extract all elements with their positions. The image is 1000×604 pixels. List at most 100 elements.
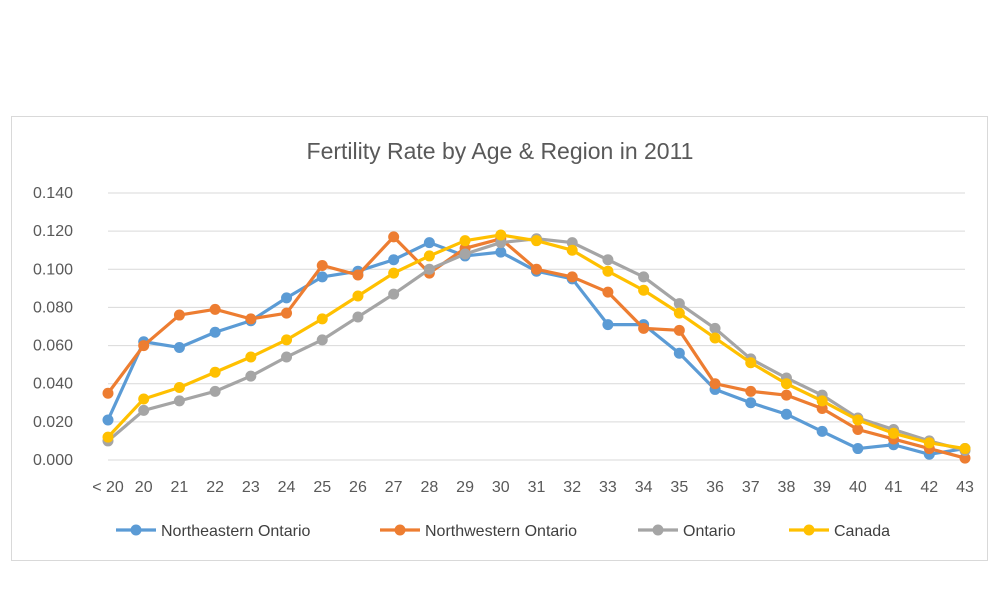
x-tick-label: 36 xyxy=(706,479,724,496)
data-point xyxy=(102,414,114,426)
x-tick-label: 27 xyxy=(385,479,403,496)
legend-entry[interactable]: Northwestern Ontario xyxy=(380,523,577,540)
x-tick-label: 43 xyxy=(956,479,974,496)
x-tick-label: 41 xyxy=(885,479,903,496)
data-point xyxy=(281,292,293,304)
legend-swatch-marker xyxy=(130,524,142,536)
data-point xyxy=(245,370,257,382)
data-point xyxy=(316,334,328,346)
data-point xyxy=(209,326,221,338)
data-point xyxy=(816,395,828,407)
x-tick-label: 42 xyxy=(920,479,938,496)
data-point xyxy=(852,443,864,455)
y-tick-label: 0.000 xyxy=(33,452,73,469)
data-point xyxy=(245,313,257,325)
data-point xyxy=(673,307,685,319)
data-point xyxy=(852,423,864,435)
data-point xyxy=(209,385,221,397)
legend-swatch-marker xyxy=(803,524,815,536)
data-point xyxy=(959,443,971,455)
data-point xyxy=(281,307,293,319)
data-point xyxy=(602,265,614,277)
data-point xyxy=(388,231,400,243)
data-point xyxy=(638,284,650,296)
data-point xyxy=(495,229,507,241)
x-tick-label: 20 xyxy=(135,479,153,496)
data-point xyxy=(352,311,364,323)
data-point xyxy=(138,340,150,352)
legend-label: Ontario xyxy=(683,523,736,540)
data-point xyxy=(209,303,221,315)
legend-entry[interactable]: Ontario xyxy=(638,523,736,540)
data-point xyxy=(888,427,900,439)
chart-title: Fertility Rate by Age & Region in 2011 xyxy=(307,138,694,164)
data-point xyxy=(673,347,685,359)
x-tick-label: 39 xyxy=(813,479,831,496)
data-point xyxy=(138,393,150,405)
data-point xyxy=(673,298,685,310)
x-tick-label: 25 xyxy=(313,479,331,496)
data-point xyxy=(638,322,650,334)
data-point xyxy=(566,271,578,283)
y-tick-label: 0.040 xyxy=(33,376,73,393)
data-point xyxy=(602,319,614,331)
x-tick-label: 30 xyxy=(492,479,510,496)
data-point xyxy=(709,378,721,390)
data-point xyxy=(423,237,435,249)
data-point xyxy=(102,431,114,443)
data-point xyxy=(745,385,757,397)
data-point xyxy=(745,357,757,369)
data-point xyxy=(352,269,364,281)
chart-frame: Fertility Rate by Age & Region in 2011 0… xyxy=(11,116,988,561)
x-tick-label: 40 xyxy=(849,479,867,496)
series-lines xyxy=(102,229,971,464)
data-point xyxy=(173,382,185,394)
data-point xyxy=(709,322,721,334)
legend-label: Northeastern Ontario xyxy=(161,523,311,540)
data-point xyxy=(673,324,685,336)
data-point xyxy=(745,397,757,409)
x-tick-label: 34 xyxy=(635,479,653,496)
x-tick-label: 29 xyxy=(456,479,474,496)
data-point xyxy=(780,389,792,401)
data-point xyxy=(173,395,185,407)
data-point xyxy=(388,254,400,266)
data-point xyxy=(602,254,614,266)
data-point xyxy=(281,351,293,363)
x-tick-label: 26 xyxy=(349,479,367,496)
data-point xyxy=(281,334,293,346)
legend-entry[interactable]: Canada xyxy=(789,523,890,540)
x-tick-label: 21 xyxy=(171,479,189,496)
data-point xyxy=(780,378,792,390)
data-point xyxy=(459,235,471,247)
x-axis-tick-labels: < 20 20 21 22 23 24 25 26 27 28 29 30 31 32 33 34 35 36 37… xyxy=(92,479,974,496)
x-tick-label: 38 xyxy=(778,479,796,496)
data-point xyxy=(852,414,864,426)
x-tick-label: 28 xyxy=(420,479,438,496)
data-point xyxy=(388,267,400,279)
legend-label: Canada xyxy=(834,523,890,540)
series-northwestern-ontario xyxy=(102,231,971,464)
y-tick-label: 0.060 xyxy=(33,338,73,355)
data-point xyxy=(209,366,221,378)
data-point xyxy=(138,404,150,416)
data-point xyxy=(816,425,828,437)
data-point xyxy=(316,313,328,325)
y-tick-label: 0.100 xyxy=(33,261,73,278)
data-point xyxy=(638,271,650,283)
data-point xyxy=(316,259,328,271)
data-point xyxy=(531,235,542,247)
data-point xyxy=(566,237,578,249)
y-tick-label: 0.020 xyxy=(33,414,73,431)
legend-label: Northwestern Ontario xyxy=(425,523,577,540)
x-tick-label: 24 xyxy=(278,479,296,496)
data-point xyxy=(173,341,185,353)
data-point xyxy=(566,244,578,256)
legend[interactable]: Northeastern Ontario Northwestern Ontario… xyxy=(116,523,890,540)
data-point xyxy=(602,286,614,298)
y-axis-tick-labels: 0.000 0.020 0.040 0.060 0.080 0.100 0.120 0.140 xyxy=(33,185,73,469)
x-tick-label: 22 xyxy=(206,479,224,496)
legend-entry[interactable]: Northeastern Ontario xyxy=(116,523,311,540)
fertility-line-chart: Fertility Rate by Age & Region in 2011 0… xyxy=(33,138,974,540)
legend-swatch-marker xyxy=(652,524,664,536)
